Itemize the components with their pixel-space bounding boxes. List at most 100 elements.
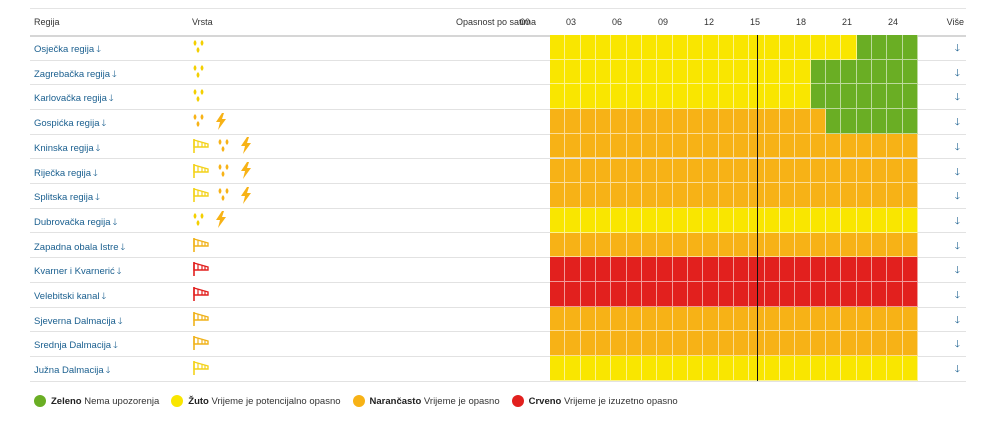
region-link[interactable]: Velebitski kanal 🡓 <box>34 289 106 305</box>
region-link[interactable]: Gospićka regija 🡓 <box>34 116 106 132</box>
expand-button[interactable]: 🡓 <box>954 314 960 326</box>
hour-cell-yellow <box>841 35 857 60</box>
table-row: Kninska regija 🡓 🡓 <box>30 134 966 160</box>
region-link[interactable]: Dubrovačka regija 🡓 <box>34 215 117 231</box>
hour-cell-yellow <box>795 35 811 60</box>
hour-cell-green <box>872 59 888 85</box>
hour-cell-yellow <box>642 84 658 110</box>
expand-button[interactable]: 🡓 <box>954 215 960 227</box>
hour-cell-orange <box>734 158 750 184</box>
region-link[interactable]: Sjeverna Dalmacija 🡓 <box>34 314 123 330</box>
wind-orange-icon <box>192 237 210 253</box>
region-link[interactable]: Zapadna obala Istre 🡓 <box>34 240 125 256</box>
region-name: Splitska regija <box>34 192 94 204</box>
region-link[interactable]: Kninska regija 🡓 <box>34 141 100 157</box>
hour-cell-orange <box>642 109 658 134</box>
hour-cell-yellow <box>764 35 780 60</box>
hour-tick-03: 03 <box>566 17 577 27</box>
hour-cell-yellow <box>642 207 658 233</box>
hour-cell-yellow <box>703 59 719 85</box>
expand-button[interactable]: 🡓 <box>954 117 960 129</box>
hour-cell-orange <box>565 158 581 184</box>
legend: Zeleno Nema upozorenja Žuto Vrijeme je p… <box>34 395 678 407</box>
hour-cell-orange <box>688 232 704 258</box>
hour-cell-orange <box>642 183 658 208</box>
hour-cell-orange <box>688 331 704 357</box>
hour-cell-orange <box>780 133 796 159</box>
region-link[interactable]: Osječka regija 🡓 <box>34 42 101 58</box>
hour-cell-orange <box>672 109 688 134</box>
region-link[interactable]: Zagrebačka regija 🡓 <box>34 67 117 83</box>
hour-cell-yellow <box>734 59 750 85</box>
hour-cell-orange <box>550 306 566 332</box>
region-link[interactable]: Kvarner i Kvarnerić 🡓 <box>34 264 121 280</box>
legend-label: Žuto <box>188 395 209 407</box>
hour-cell-orange <box>565 109 581 134</box>
hour-cell-orange <box>611 133 627 159</box>
hour-cell-yellow <box>642 35 658 60</box>
hour-cell-red <box>565 282 581 307</box>
expand-button[interactable]: 🡓 <box>954 67 960 79</box>
hour-cell-orange <box>703 331 719 357</box>
expand-button[interactable]: 🡓 <box>954 339 960 351</box>
hour-cell-orange <box>902 158 918 184</box>
expand-button[interactable]: 🡓 <box>954 92 960 104</box>
arrow-down-icon: 🡓 <box>112 68 117 79</box>
hour-cell-yellow <box>872 207 888 233</box>
hour-cell-yellow <box>764 356 780 381</box>
region-name: Srednja Dalmacija <box>34 340 112 352</box>
hour-cell-yellow <box>672 59 688 85</box>
hour-cell-red <box>826 257 842 282</box>
region-link[interactable]: Riječka regija 🡓 <box>34 166 98 182</box>
hour-cell-orange <box>841 331 857 357</box>
hazard-types <box>192 236 210 254</box>
expand-button[interactable]: 🡓 <box>954 43 960 54</box>
hour-cell-green <box>810 84 826 110</box>
region-link[interactable]: Južna Dalmacija 🡓 <box>34 363 110 379</box>
hour-cell-green <box>826 109 842 134</box>
hour-cell-orange <box>688 306 704 332</box>
hour-cell-yellow <box>780 84 796 110</box>
expand-button[interactable]: 🡓 <box>954 240 960 252</box>
region-link[interactable]: Splitska regija 🡓 <box>34 190 100 206</box>
hour-cell-orange <box>550 232 566 258</box>
region-link[interactable]: Karlovačka regija 🡓 <box>34 91 114 107</box>
hour-cell-yellow <box>626 207 642 233</box>
hour-cell-yellow <box>657 207 673 233</box>
wind-yellow-icon <box>192 360 210 376</box>
hazard-types <box>192 285 210 303</box>
hour-tick-00: 00 <box>520 17 531 27</box>
hour-cell-orange <box>810 306 826 332</box>
table-row: Sjeverna Dalmacija 🡓 🡓 <box>30 307 966 333</box>
hour-cell-orange <box>872 232 888 258</box>
hour-cell-orange <box>580 232 596 258</box>
lightning-icon <box>215 112 227 130</box>
hour-cell-yellow <box>596 59 612 85</box>
table-row: Zagrebačka regija 🡓 🡓 <box>30 60 966 86</box>
current-time-line <box>757 35 759 381</box>
expand-button[interactable]: 🡓 <box>954 290 960 301</box>
expand-button[interactable]: 🡓 <box>954 141 960 153</box>
hour-cell-orange <box>749 306 765 332</box>
hour-cell-orange <box>688 109 704 134</box>
expand-button[interactable]: 🡓 <box>954 191 960 203</box>
expand-button[interactable]: 🡓 <box>954 166 960 178</box>
hour-cell-red <box>826 282 842 307</box>
expand-button[interactable]: 🡓 <box>954 265 960 277</box>
table-row: Dubrovačka regija 🡓 🡓 <box>30 208 966 234</box>
table-row: Južna Dalmacija 🡓 🡓 <box>30 356 966 382</box>
hazard-types <box>192 87 208 105</box>
hour-cell-orange <box>764 331 780 357</box>
region-link[interactable]: Srednja Dalmacija 🡓 <box>34 338 118 354</box>
hour-cell-red <box>688 282 704 307</box>
hour-cell-orange <box>688 133 704 159</box>
hour-cell-orange <box>795 109 811 134</box>
arrow-down-icon: 🡓 <box>95 142 101 153</box>
hour-cell-orange <box>734 109 750 134</box>
expand-button[interactable]: 🡓 <box>954 364 960 376</box>
hour-cell-orange <box>718 133 734 159</box>
hour-cell-red <box>565 257 581 282</box>
hour-cell-yellow <box>596 84 612 110</box>
hour-cell-yellow <box>565 35 581 60</box>
hour-cell-red <box>734 257 750 282</box>
